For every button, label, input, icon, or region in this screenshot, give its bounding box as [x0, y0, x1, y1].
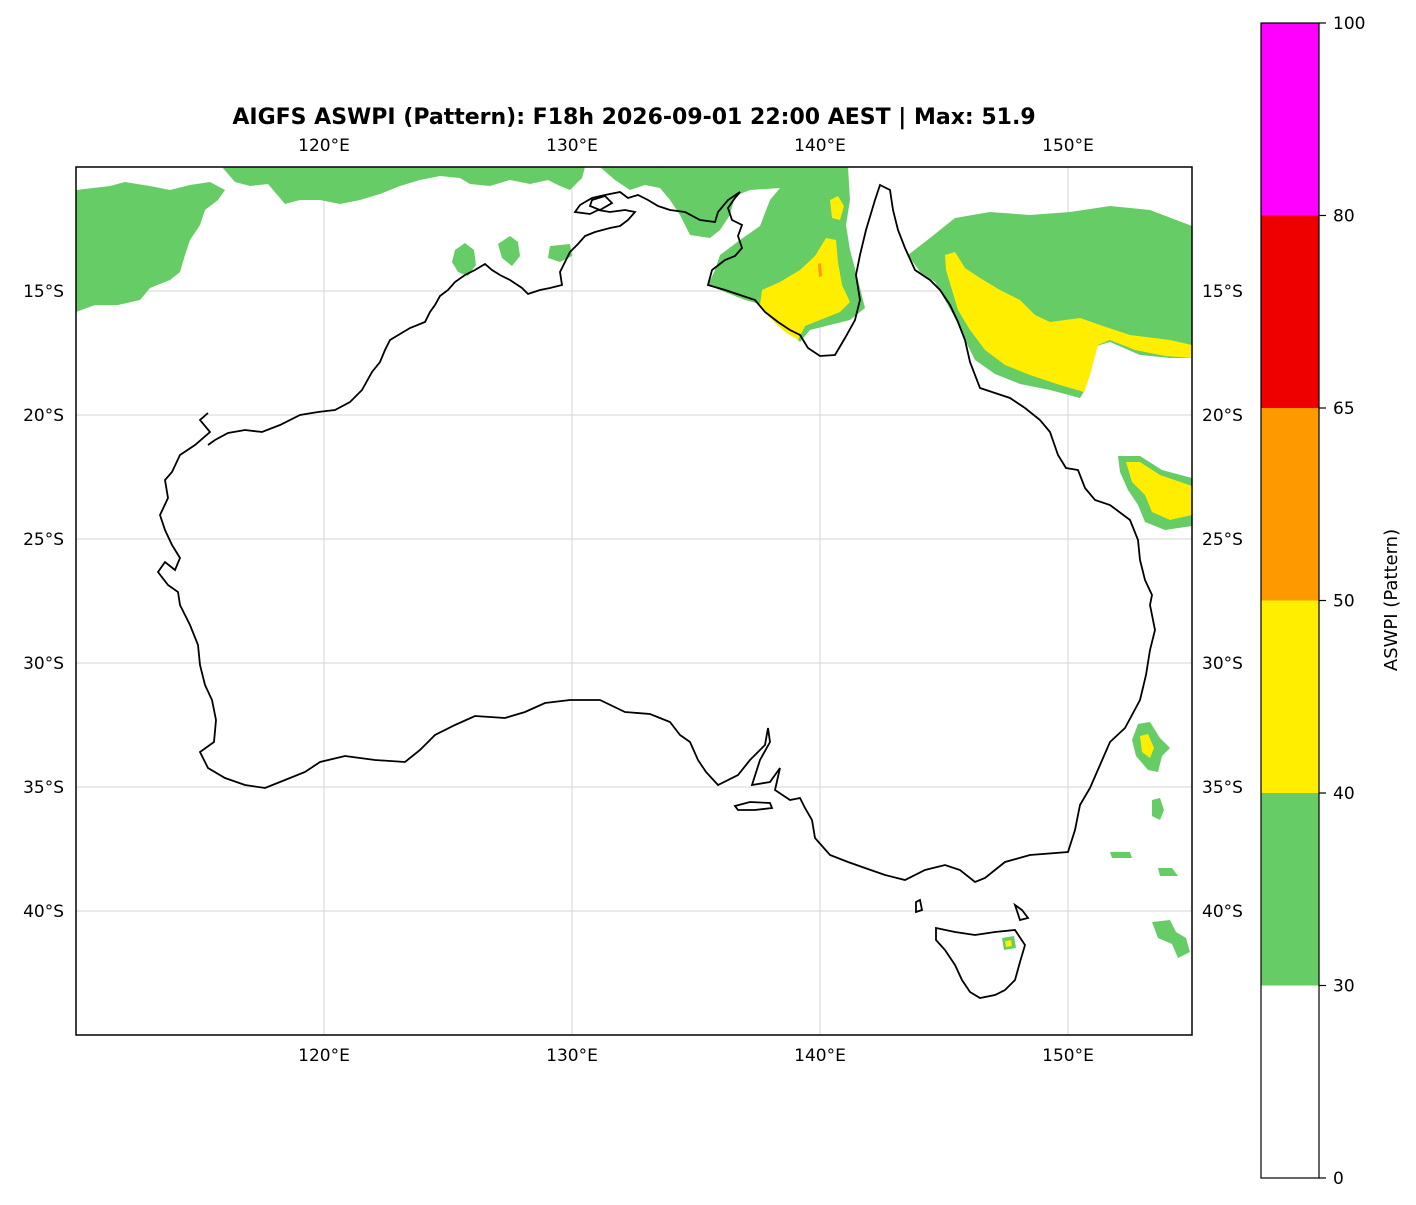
lon-label-top: 120°E	[298, 136, 350, 156]
lat-label-left: 35°S	[23, 778, 64, 798]
region-coral-sea-north-core	[945, 252, 1192, 392]
coastline	[156, 183, 1156, 999]
lon-label-top: 150°E	[1042, 136, 1094, 156]
region-timor-small-1	[452, 243, 476, 276]
colorbar-bins	[1261, 23, 1319, 1178]
region-timor-small-2	[498, 236, 520, 266]
colorbar-tick-label: 40	[1333, 784, 1355, 804]
region-timor-sea-east	[600, 167, 668, 190]
king-island	[915, 898, 924, 914]
lat-label-right: 20°S	[1202, 406, 1243, 426]
lat-label-right: 35°S	[1202, 778, 1243, 798]
region-tasmania-cell-core	[1005, 940, 1012, 947]
map-panel: 120°E 130°E 140°E 150°E 120°E 130°E 140°E 150°…	[23, 136, 1243, 1066]
lat-label-left: 20°S	[23, 406, 64, 426]
australia-coastline	[156, 183, 1156, 884]
map-title: AIGFS ASWPI (Pattern): F18h 2026-09-01 2…	[232, 105, 1035, 130]
region-gulf-small-core	[830, 196, 844, 220]
colorbar: 0 30 40 50 65 80 100 ASWPI (Pattern)	[1260, 14, 1402, 1189]
colorbar-bin-30-40	[1261, 793, 1319, 986]
colorbar-tick-label: 65	[1333, 399, 1355, 419]
colorbar-bin-50-65	[1261, 408, 1319, 601]
region-coral-sea-north	[908, 206, 1192, 398]
lat-label-right: 25°S	[1202, 530, 1243, 550]
lon-labels-bottom: 120°E 130°E 140°E 150°E	[298, 1046, 1094, 1066]
lon-label-bottom: 120°E	[298, 1046, 350, 1066]
lat-label-right: 40°S	[1202, 902, 1243, 922]
region-tasman-small-2	[1110, 852, 1132, 858]
lat-label-left: 30°S	[23, 654, 64, 674]
colorbar-tick-label: 30	[1333, 977, 1355, 997]
melville-island	[588, 194, 614, 211]
lon-label-bottom: 130°E	[546, 1046, 598, 1066]
lat-labels-left: 15°S 20°S 25°S 30°S 35°S 40°S	[23, 282, 64, 922]
lon-label-top: 130°E	[546, 136, 598, 156]
region-coral-sea-central-core	[1126, 462, 1192, 520]
colorbar-bin-40-50	[1261, 600, 1319, 793]
lat-labels-right: 15°S 20°S 25°S 30°S 35°S 40°S	[1202, 282, 1243, 922]
region-tasman-sea-east-core	[1140, 734, 1154, 758]
aswpi-fields	[76, 167, 1192, 958]
region-timor-small-3	[548, 244, 572, 262]
region-tasman-small-3	[1158, 868, 1178, 876]
lat-label-left: 25°S	[23, 530, 64, 550]
region-tasman-small-4	[1152, 920, 1190, 958]
lon-label-bottom: 140°E	[794, 1046, 846, 1066]
colorbar-tick-label: 100	[1333, 14, 1365, 34]
region-tasman-small-1	[1152, 798, 1164, 820]
kangaroo-island	[733, 801, 774, 811]
region-indian-ocean-northwest	[76, 182, 225, 312]
colorbar-bin-65-80	[1261, 215, 1319, 408]
lon-labels-top: 120°E 130°E 140°E 150°E	[298, 136, 1094, 156]
lon-label-top: 140°E	[794, 136, 846, 156]
lat-label-left: 15°S	[23, 282, 64, 302]
lat-label-right: 15°S	[1202, 282, 1243, 302]
map-frame	[75, 166, 1193, 1036]
colorbar-tick-label: 50	[1333, 592, 1355, 612]
region-gulf-of-carpentaria-core	[760, 238, 850, 340]
colorbar-bin-0-30	[1261, 985, 1319, 1178]
lon-label-bottom: 150°E	[1042, 1046, 1094, 1066]
region-gulf-of-carpentaria-peak	[818, 263, 822, 277]
lat-label-right: 30°S	[1202, 654, 1243, 674]
colorbar-bin-80-100	[1261, 23, 1319, 216]
colorbar-tick-label: 0	[1333, 1169, 1344, 1189]
region-timor-sea	[222, 167, 585, 204]
lat-label-left: 40°S	[23, 902, 64, 922]
colorbar-ticks: 0 30 40 50 65 80 100	[1319, 14, 1365, 1189]
tasmania-coastline	[935, 926, 1026, 999]
flinders-island	[1013, 902, 1030, 922]
colorbar-tick-label: 80	[1333, 207, 1355, 227]
colorbar-label: ASWPI (Pattern)	[1381, 529, 1402, 671]
